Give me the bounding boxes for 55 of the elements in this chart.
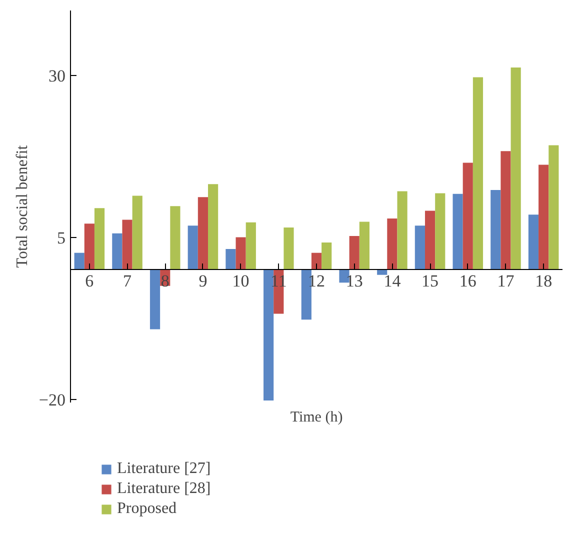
bar — [74, 252, 84, 270]
x-tick-label: 13 — [346, 272, 363, 291]
bar — [198, 197, 208, 270]
bar — [322, 242, 332, 270]
x-tick-label: 17 — [497, 272, 515, 291]
bar — [452, 194, 463, 270]
bar — [424, 210, 436, 270]
bar — [538, 164, 549, 270]
bar — [548, 145, 559, 270]
bar — [264, 270, 274, 401]
y-axis-title: Total social benefit — [14, 144, 31, 268]
bar — [236, 237, 246, 270]
bar — [301, 270, 312, 320]
legend-label: Proposed — [117, 500, 177, 518]
x-tick-label: 7 — [123, 272, 132, 291]
bar — [349, 236, 360, 270]
bar — [387, 218, 398, 270]
bar — [84, 224, 94, 270]
bar — [435, 193, 446, 270]
x-tick-label: 14 — [384, 272, 402, 291]
x-axis-title: Time (h) — [290, 410, 343, 426]
y-tick-label: −20 — [38, 390, 66, 410]
x-tick-label: 10 — [232, 272, 250, 291]
bar — [472, 77, 484, 270]
bar — [462, 162, 473, 270]
x-tick-label: 8 — [160, 272, 170, 291]
bar — [359, 222, 370, 270]
bar — [150, 270, 160, 330]
bar — [170, 206, 180, 270]
bar — [246, 222, 256, 270]
x-tick-label: 15 — [422, 272, 439, 291]
y-tick-label: 30 — [48, 66, 66, 86]
bar — [226, 248, 236, 270]
bar — [122, 220, 132, 270]
legend-label: Literature [27] — [117, 460, 211, 478]
bar — [132, 196, 142, 270]
bar — [414, 226, 425, 270]
bar — [510, 68, 521, 270]
bar — [208, 184, 218, 270]
bar — [94, 208, 105, 270]
x-tick-label: 16 — [459, 272, 476, 291]
legend-label: Literature [28] — [117, 480, 211, 498]
bar — [490, 190, 501, 270]
x-tick-label: 6 — [85, 272, 94, 291]
bar — [311, 252, 322, 270]
bar — [528, 214, 539, 270]
bar — [500, 151, 511, 270]
bar — [397, 191, 408, 270]
bar — [377, 270, 388, 275]
bar — [112, 233, 122, 270]
y-tick-label: 5 — [57, 228, 66, 248]
bar — [188, 226, 198, 270]
x-tick-label: 18 — [535, 272, 552, 291]
bar — [284, 228, 294, 270]
x-tick-label: 9 — [198, 272, 208, 291]
